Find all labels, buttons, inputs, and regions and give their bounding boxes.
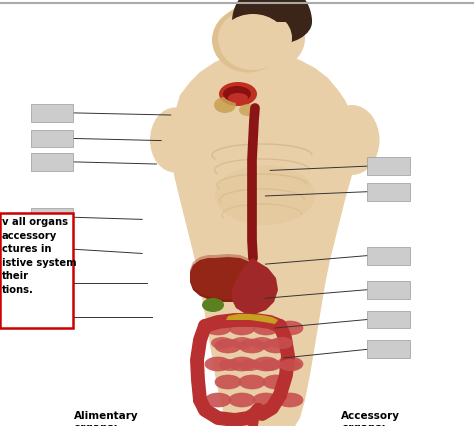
Ellipse shape xyxy=(215,165,315,225)
Ellipse shape xyxy=(239,104,257,116)
FancyBboxPatch shape xyxy=(31,274,73,292)
Ellipse shape xyxy=(211,337,233,349)
FancyBboxPatch shape xyxy=(31,308,73,326)
Text: Accessory
organs:: Accessory organs: xyxy=(341,411,400,426)
Ellipse shape xyxy=(229,393,255,407)
Ellipse shape xyxy=(218,9,292,67)
Ellipse shape xyxy=(215,2,305,74)
Ellipse shape xyxy=(277,321,303,335)
FancyBboxPatch shape xyxy=(31,240,73,258)
FancyBboxPatch shape xyxy=(31,104,73,122)
Ellipse shape xyxy=(215,375,241,389)
Wedge shape xyxy=(232,0,312,22)
Polygon shape xyxy=(190,257,266,302)
Polygon shape xyxy=(232,43,278,102)
Ellipse shape xyxy=(239,359,261,371)
Ellipse shape xyxy=(277,357,303,371)
FancyBboxPatch shape xyxy=(31,130,73,147)
Ellipse shape xyxy=(253,393,279,407)
Ellipse shape xyxy=(231,337,253,349)
Ellipse shape xyxy=(232,0,312,45)
Ellipse shape xyxy=(277,393,303,407)
FancyBboxPatch shape xyxy=(31,208,73,226)
Ellipse shape xyxy=(223,86,251,102)
FancyBboxPatch shape xyxy=(367,340,410,358)
Ellipse shape xyxy=(205,357,231,371)
FancyBboxPatch shape xyxy=(0,213,73,328)
Ellipse shape xyxy=(239,375,265,389)
Text: v all organs
accessory
ctures in
istive system
their
tions.: v all organs accessory ctures in istive … xyxy=(2,217,77,295)
FancyBboxPatch shape xyxy=(367,247,410,265)
FancyBboxPatch shape xyxy=(367,281,410,299)
Ellipse shape xyxy=(229,357,255,371)
Ellipse shape xyxy=(212,8,284,72)
Text: Alimentary
organs:: Alimentary organs: xyxy=(73,411,138,426)
Ellipse shape xyxy=(229,321,255,335)
Ellipse shape xyxy=(228,93,248,103)
Ellipse shape xyxy=(214,97,236,113)
Ellipse shape xyxy=(202,298,224,312)
Ellipse shape xyxy=(253,321,279,335)
Ellipse shape xyxy=(150,107,200,173)
Ellipse shape xyxy=(253,357,279,371)
Ellipse shape xyxy=(219,82,257,106)
Polygon shape xyxy=(226,314,278,324)
Ellipse shape xyxy=(259,359,281,371)
Polygon shape xyxy=(171,54,355,426)
FancyBboxPatch shape xyxy=(367,311,410,328)
Ellipse shape xyxy=(239,339,265,353)
Ellipse shape xyxy=(325,105,380,175)
Ellipse shape xyxy=(263,339,289,353)
FancyBboxPatch shape xyxy=(367,183,410,201)
Ellipse shape xyxy=(215,339,241,353)
Ellipse shape xyxy=(271,337,293,349)
Ellipse shape xyxy=(219,359,241,371)
Ellipse shape xyxy=(279,359,301,371)
Ellipse shape xyxy=(219,14,287,70)
Polygon shape xyxy=(232,258,278,314)
FancyBboxPatch shape xyxy=(31,153,73,171)
FancyBboxPatch shape xyxy=(367,157,410,175)
Ellipse shape xyxy=(263,375,289,389)
Ellipse shape xyxy=(205,393,231,407)
Ellipse shape xyxy=(251,337,273,349)
Ellipse shape xyxy=(205,321,231,335)
Polygon shape xyxy=(190,254,266,299)
